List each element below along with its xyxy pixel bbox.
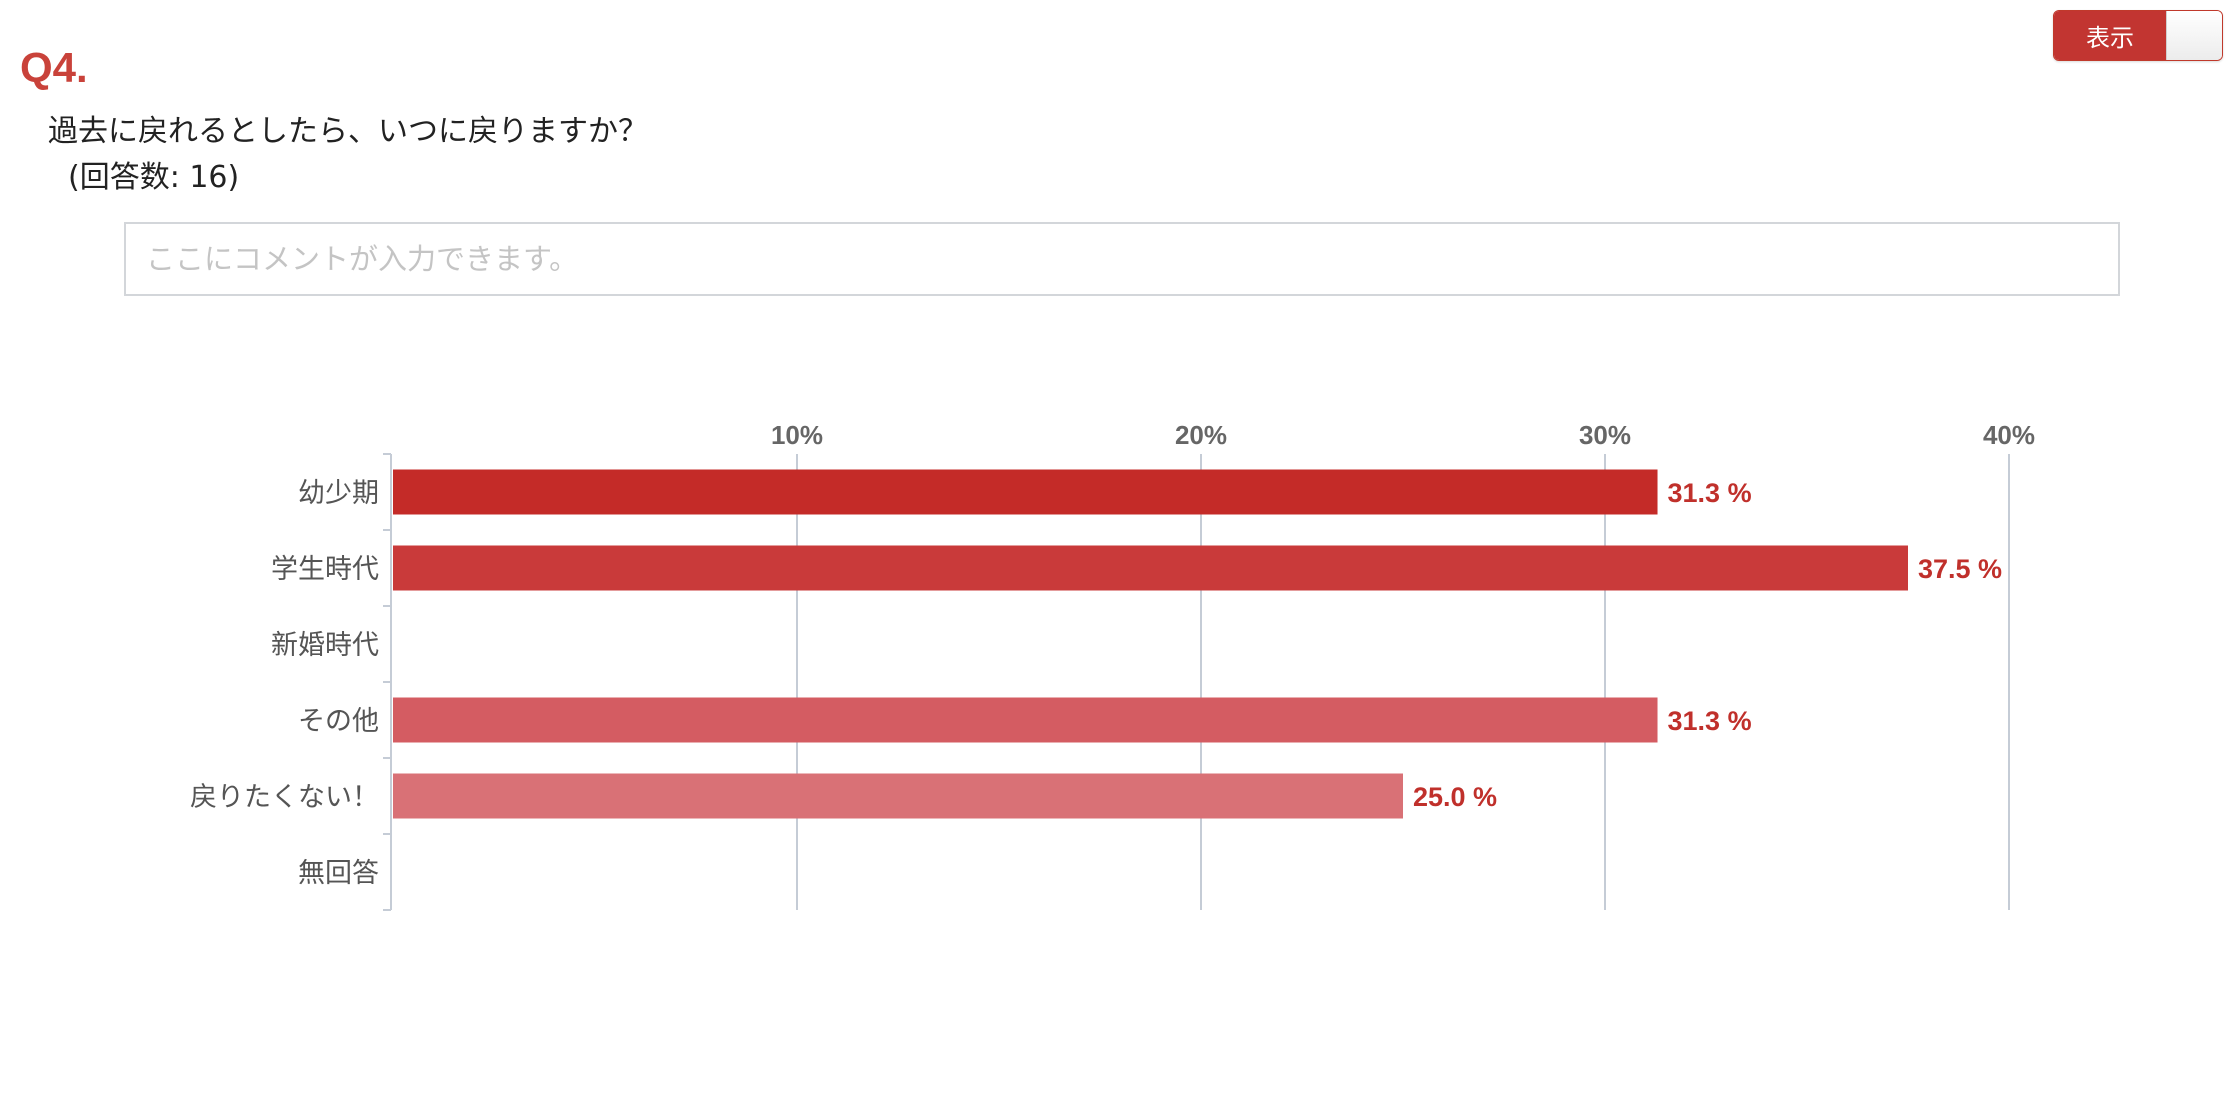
data-label: 31.3 % (1668, 478, 1752, 508)
display-toggle[interactable]: 表示 (2053, 10, 2223, 61)
category-label: その他 (298, 706, 379, 737)
x-tick-label: 10% (771, 420, 823, 450)
x-tick-label: 20% (1175, 420, 1227, 450)
category-label: 戻りたくない！ (190, 782, 379, 813)
category-label: 幼少期 (298, 478, 379, 509)
question-number: Q4. (20, 44, 88, 91)
data-label: 25.0 % (1413, 782, 1497, 812)
display-toggle-label: 表示 (2054, 11, 2166, 60)
data-label: 37.5 % (1918, 554, 2002, 584)
display-toggle-knob[interactable] (2166, 11, 2222, 60)
bar (393, 773, 1403, 819)
response-count: (回答数: 16) (68, 160, 240, 195)
comment-input[interactable] (124, 222, 2120, 296)
bar (393, 545, 1908, 591)
category-label: 新婚時代 (271, 630, 379, 661)
bar (393, 469, 1658, 515)
category-label: 無回答 (298, 858, 379, 889)
category-label: 学生時代 (271, 554, 379, 585)
question-title: 過去に戻れるとしたら、いつに戻りますか？ (48, 114, 648, 149)
data-label: 31.3 % (1668, 706, 1752, 736)
x-tick-label: 40% (1983, 420, 2035, 450)
bar (393, 697, 1658, 743)
x-tick-label: 30% (1579, 420, 1631, 450)
